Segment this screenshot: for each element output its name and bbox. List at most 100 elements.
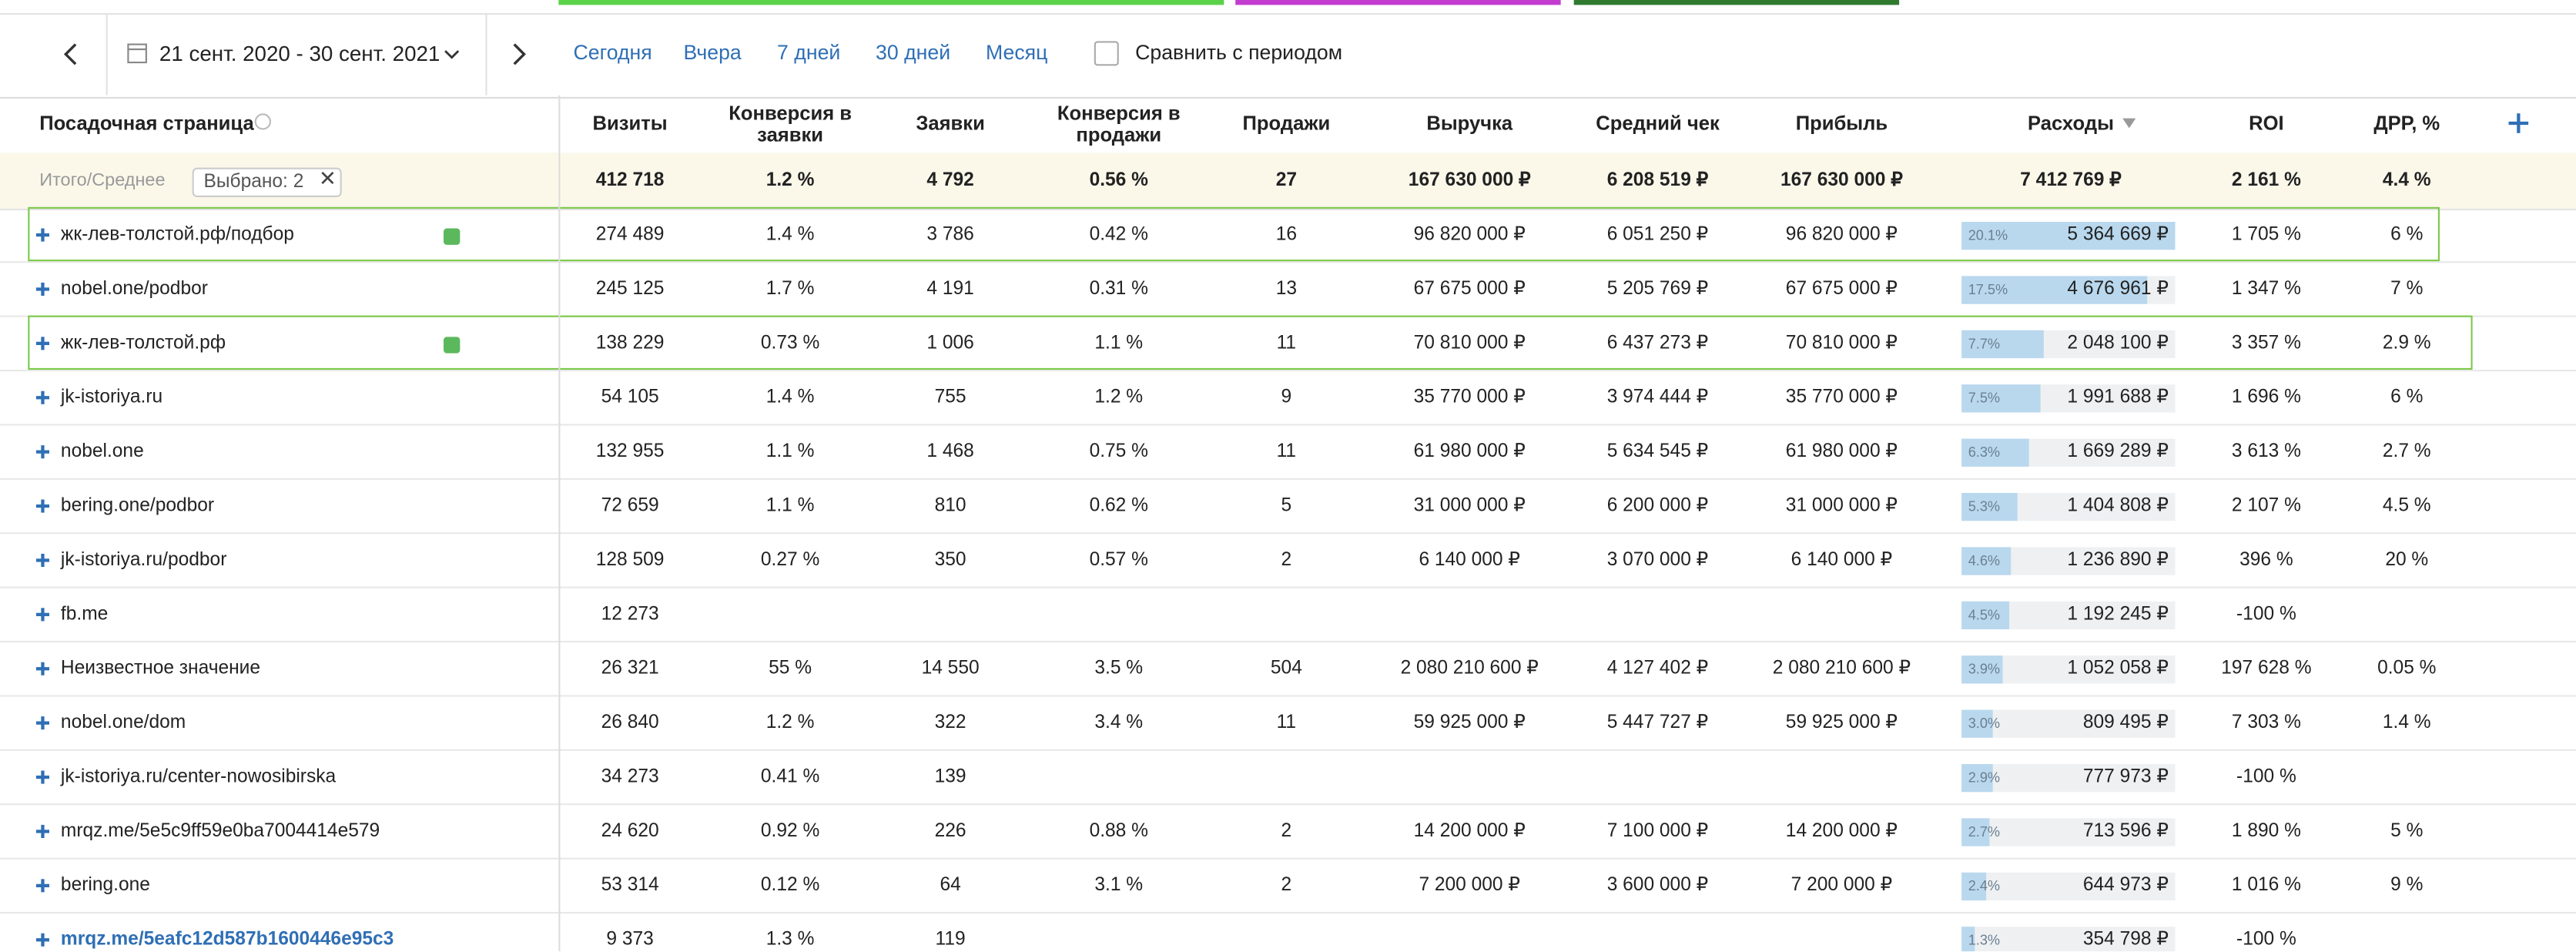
expand-button[interactable] bbox=[41, 933, 45, 947]
search-icon[interactable] bbox=[254, 113, 271, 130]
row-name[interactable]: жк-лев-толстой.рф/подбор bbox=[60, 225, 294, 245]
cell: 1.3 % bbox=[765, 930, 815, 950]
table-row bbox=[0, 860, 2576, 914]
cell: 4 127 402 ₽ bbox=[1606, 659, 1709, 679]
compare-checkbox[interactable] bbox=[1094, 41, 1119, 66]
cell: 9 % bbox=[2390, 876, 2424, 896]
cell: 4.5 % bbox=[2382, 496, 2431, 516]
cell: 139 bbox=[934, 767, 966, 787]
quick-range-link[interactable]: 30 дней bbox=[876, 41, 951, 65]
quick-range-link[interactable]: 7 дней bbox=[777, 41, 841, 65]
expand-button[interactable] bbox=[41, 769, 45, 784]
spend-share-bar bbox=[1961, 276, 2147, 304]
cell: 96 820 000 ₽ bbox=[1413, 225, 1526, 245]
dropdown-icon[interactable] bbox=[444, 50, 460, 59]
tab[interactable] bbox=[1235, 0, 1561, 5]
spend-value: 1 404 808 ₽ bbox=[2067, 496, 2169, 516]
tab[interactable] bbox=[558, 0, 1224, 5]
column-header[interactable]: Расходы bbox=[2028, 112, 2114, 135]
total-cell: 412 718 bbox=[595, 170, 665, 191]
cell: 0.31 % bbox=[1089, 279, 1148, 300]
expand-button[interactable] bbox=[41, 498, 45, 513]
tab[interactable] bbox=[1573, 0, 1900, 5]
cell: 2 107 % bbox=[2231, 496, 2301, 516]
quick-range-link[interactable]: Вчера bbox=[683, 41, 742, 65]
expand-button[interactable] bbox=[41, 716, 45, 729]
selected-badge[interactable]: Выбрано: 2 bbox=[192, 167, 342, 197]
quick-range-link[interactable]: Сегодня bbox=[573, 41, 652, 65]
next-button[interactable] bbox=[513, 43, 526, 65]
cell: 6 140 000 ₽ bbox=[1419, 550, 1521, 571]
expand-button[interactable] bbox=[41, 282, 45, 296]
column-header[interactable]: Посадочная страница bbox=[39, 112, 254, 135]
column-header[interactable]: Выручка bbox=[1426, 112, 1513, 135]
expand-button[interactable] bbox=[41, 878, 45, 892]
spend-share-bar bbox=[1961, 927, 1976, 952]
column-header[interactable]: Заявки bbox=[916, 112, 985, 135]
column-header[interactable]: Продажи bbox=[1242, 112, 1331, 135]
cell: 0.92 % bbox=[760, 821, 820, 842]
total-cell: 6 208 519 ₽ bbox=[1606, 170, 1709, 191]
row-name[interactable]: жк-лев-толстой.рф bbox=[60, 334, 226, 354]
expand-button[interactable] bbox=[41, 391, 45, 404]
cell: 6 % bbox=[2390, 225, 2424, 245]
cell: 14 550 bbox=[921, 659, 980, 679]
date-range[interactable]: 21 сент. 2020 - 30 сент. 2021 bbox=[159, 41, 440, 66]
column-header[interactable]: ROI bbox=[2249, 112, 2284, 135]
cell: 72 659 bbox=[601, 496, 659, 516]
cell: 34 273 bbox=[601, 767, 659, 787]
cell: 1.7 % bbox=[765, 279, 815, 300]
cell: 322 bbox=[934, 712, 966, 733]
column-header[interactable]: Средний чек bbox=[1596, 112, 1720, 135]
total-row bbox=[0, 153, 2576, 211]
sort-indicator[interactable] bbox=[2122, 118, 2136, 129]
row-name[interactable]: nobel.one/dom bbox=[60, 712, 186, 733]
expand-button[interactable] bbox=[41, 662, 45, 675]
compare-label[interactable]: Сравнить с периодом bbox=[1135, 41, 1343, 65]
table-row bbox=[0, 317, 2576, 372]
cell: 6 437 273 ₽ bbox=[1606, 334, 1709, 354]
row-name[interactable]: bering.one bbox=[60, 876, 150, 896]
quick-range-link[interactable]: Месяц bbox=[985, 41, 1048, 65]
spend-share-bar bbox=[1961, 384, 2042, 413]
cell: 1.2 % bbox=[765, 712, 815, 733]
row-name[interactable]: Неизвестное значение bbox=[60, 659, 261, 679]
row-name[interactable]: bering.one/podbor bbox=[60, 496, 215, 516]
column-header[interactable]: ДРР, % bbox=[2373, 112, 2440, 135]
prev-button[interactable] bbox=[63, 43, 77, 65]
row-name[interactable]: mrqz.me/5e5c9ff59e0ba7004414e579 bbox=[60, 821, 380, 842]
expand-button[interactable] bbox=[41, 227, 45, 242]
spend-value: 1 192 245 ₽ bbox=[2067, 605, 2169, 625]
row-checkbox[interactable] bbox=[443, 337, 461, 354]
cell: 504 bbox=[1270, 659, 1302, 679]
cell: 14 200 000 ₽ bbox=[1785, 821, 1898, 842]
cell: 128 509 bbox=[595, 550, 665, 571]
column-header[interactable]: Конверсия в продажи bbox=[1057, 101, 1181, 146]
spend-share: 4.5% bbox=[1968, 606, 2001, 623]
cell: 1 006 bbox=[926, 334, 974, 354]
column-header[interactable]: Конверсия в заявки bbox=[729, 101, 852, 146]
row-name[interactable]: jk-istoriya.ru bbox=[60, 387, 163, 408]
cell: 16 bbox=[1275, 225, 1298, 245]
column-header[interactable]: Прибыль bbox=[1795, 112, 1888, 135]
expand-button[interactable] bbox=[41, 444, 45, 458]
table-row bbox=[0, 534, 2576, 588]
row-name[interactable]: fb.me bbox=[60, 605, 109, 625]
cell: 1 347 % bbox=[2231, 279, 2301, 300]
expand-button[interactable] bbox=[41, 336, 45, 350]
cell: 9 373 bbox=[606, 930, 654, 950]
add-column-button[interactable] bbox=[2517, 113, 2521, 133]
row-name[interactable]: mrqz.me/5eafc12d587b1600446e95c3 bbox=[60, 930, 394, 950]
clear-selection[interactable]: ✕ bbox=[318, 166, 337, 191]
expand-button[interactable] bbox=[41, 824, 45, 838]
row-name[interactable]: nobel.one/podbor bbox=[60, 279, 208, 300]
row-name[interactable]: jk-istoriya.ru/center-nowosibirska bbox=[60, 767, 337, 787]
row-checkbox[interactable] bbox=[443, 228, 461, 245]
column-header[interactable]: Визиты bbox=[592, 112, 668, 135]
row-name[interactable]: jk-istoriya.ru/podbor bbox=[60, 550, 227, 571]
expand-button[interactable] bbox=[41, 607, 45, 621]
cell: 1.4 % bbox=[765, 387, 815, 408]
cell: 11 bbox=[1276, 441, 1297, 462]
expand-button[interactable] bbox=[41, 553, 45, 567]
row-name[interactable]: nobel.one bbox=[60, 441, 144, 462]
